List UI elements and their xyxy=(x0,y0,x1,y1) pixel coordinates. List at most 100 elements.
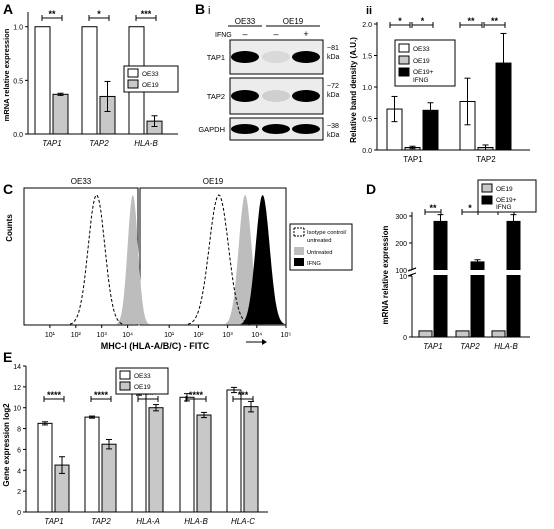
panel-d-category-label: HLA-B xyxy=(494,342,518,351)
panel-a-sig-label: ** xyxy=(48,9,56,19)
panel-e-bar xyxy=(101,443,117,513)
blot-band xyxy=(262,51,290,63)
panel-e-bar xyxy=(148,407,164,513)
panel-c-plot-frame xyxy=(139,187,287,326)
panel-a-category-label: TAP2 xyxy=(89,139,109,148)
panel-e-category-label: HLA-A xyxy=(136,517,160,526)
panel-d-legend-label: OE19+ xyxy=(496,197,517,204)
panel-c-legend-label: Isotype control/ xyxy=(307,230,347,236)
panel-c-x-tick-label: 10¹ xyxy=(164,332,175,339)
panel-e-category-label: TAP1 xyxy=(44,517,63,526)
panel-a-bar xyxy=(81,26,98,135)
blot-column-label: OE19 xyxy=(283,17,304,26)
panel-e-y-tick-label: 14 xyxy=(13,364,21,371)
panel-e-y-tick-label: 12 xyxy=(13,385,21,392)
panel-e-y-tick-label: 0 xyxy=(17,510,21,517)
panel-b-sub-letter: i xyxy=(208,5,210,17)
panel-c-legend-swatch-untreated xyxy=(294,247,304,255)
panel-e-letter: E xyxy=(3,349,12,365)
panel-bii-sig-label: ** xyxy=(491,16,499,26)
blot-size-marker: ~81 xyxy=(327,45,339,52)
panel-c-x-tick-label: 10³ xyxy=(223,332,234,339)
panel-bii-sub-letter: ii xyxy=(366,5,372,17)
panel-d-bar xyxy=(491,330,506,338)
panel-d-legend-label: IFNG xyxy=(496,204,512,211)
panel-d-axis-break xyxy=(407,272,417,277)
panel-e-bar xyxy=(226,389,242,513)
panel-e-sig-label: *** xyxy=(238,390,249,400)
panel-c-x-tick-label: 10⁴ xyxy=(122,332,133,339)
blot-band xyxy=(231,90,259,102)
panel-bii-sig-label: * xyxy=(421,16,425,26)
blot-size-marker: ~38 xyxy=(327,123,339,130)
panel-a-legend-label: OE33 xyxy=(142,71,159,78)
panel-bii-legend-label: OE33 xyxy=(413,46,430,53)
panel-e-bar xyxy=(179,396,195,513)
panel-e-bar xyxy=(196,414,212,513)
panel-c-x-tick-label: 10³ xyxy=(97,332,108,339)
panel-bii-legend-swatch xyxy=(398,43,410,53)
panel-e-category-label: HLA-B xyxy=(184,517,208,526)
blot-size-marker: ~72 xyxy=(327,83,339,90)
blot-band xyxy=(292,51,320,63)
panel-c-legend-label: Untreated xyxy=(307,250,332,256)
panel-e-sig-label: **** xyxy=(47,390,62,400)
panel-e-bar xyxy=(243,406,259,513)
panel-a-category-label: TAP1 xyxy=(42,139,61,148)
panel-d-y-tick-label: 200 xyxy=(395,241,407,248)
panel-e-legend-label: OE33 xyxy=(134,373,151,380)
panel-a-bar xyxy=(34,26,51,135)
panel-e-legend-swatch xyxy=(119,370,131,380)
panel-a-y-tick-label: 0.5 xyxy=(13,78,23,85)
panel-d-axis-break xyxy=(407,267,417,272)
panel-e-y-axis-title: Gene expression log2 xyxy=(2,403,11,487)
panel-c-legend-swatch-isotype xyxy=(294,228,304,236)
panel-bii-category-label: TAP1 xyxy=(403,155,423,164)
blot-band xyxy=(262,90,290,102)
panel-c-plot-title: OE33 xyxy=(71,177,92,186)
panel-d-y-tick-label: 300 xyxy=(395,214,407,221)
panel-c-legend-swatch-ifng xyxy=(294,258,304,266)
panel-d-legend-swatch xyxy=(481,195,493,205)
panel-a-bar xyxy=(52,93,69,135)
panel-b-letter: B xyxy=(195,1,205,17)
panel-e-legend-swatch xyxy=(119,381,131,391)
panel-bii-y-tick-label: 0.0 xyxy=(362,148,372,155)
panel-c-x-tick-label: 10⁵ xyxy=(281,332,292,339)
panel-d-y-tick-label: 100 xyxy=(395,268,407,275)
panel-bii-y-axis-title: Relative band density (A.U.) xyxy=(349,37,358,143)
panel-c-histogram-ifng xyxy=(240,195,286,325)
blot-size-unit: kDa xyxy=(327,54,340,61)
panel-bii-legend-label: OE19 xyxy=(413,58,430,65)
panel-d-category-label: TAP1 xyxy=(423,342,442,351)
blot-band xyxy=(262,124,290,134)
panel-a-sig-label: *** xyxy=(141,9,152,19)
blot-size-unit: kDa xyxy=(327,132,340,139)
panel-d-legend-swatch xyxy=(481,183,493,193)
blot-treatment-mark: + xyxy=(303,29,308,39)
panel-e-sig-label: **** xyxy=(189,390,204,400)
panel-c-letter: C xyxy=(3,181,13,197)
panel-c-legend-label: IFNG xyxy=(307,261,321,267)
panel-bii-y-tick-label: 2.0 xyxy=(362,22,372,29)
panel-a-category-label: HLA-B xyxy=(134,139,158,148)
panel-a-y-tick-label: 0.0 xyxy=(13,132,23,139)
blot-band xyxy=(231,51,259,63)
blot-treatment-mark: – xyxy=(273,29,278,39)
panel-d-bar xyxy=(433,220,448,338)
panel-d-y-tick-label: 10 xyxy=(399,274,407,281)
panel-c-x-tick-label: 10¹ xyxy=(45,332,56,339)
blot-row-label: TAP1 xyxy=(207,53,225,62)
panel-e-y-tick-label: 6 xyxy=(17,447,21,454)
panel-d-bar xyxy=(506,220,521,338)
panel-a-legend-swatch xyxy=(127,68,139,78)
panel-d-break-gap xyxy=(413,270,533,275)
panel-e-sig-label: *** xyxy=(143,390,154,400)
blot-band xyxy=(292,124,320,134)
panel-e-sig-label: **** xyxy=(94,390,109,400)
panel-bii-legend-swatch xyxy=(398,55,410,65)
panel-e-y-tick-label: 8 xyxy=(17,427,21,434)
panel-e-bar xyxy=(37,422,53,513)
panel-d-y-tick-label: 0 xyxy=(403,335,407,342)
blot-column-label: OE33 xyxy=(235,17,256,26)
